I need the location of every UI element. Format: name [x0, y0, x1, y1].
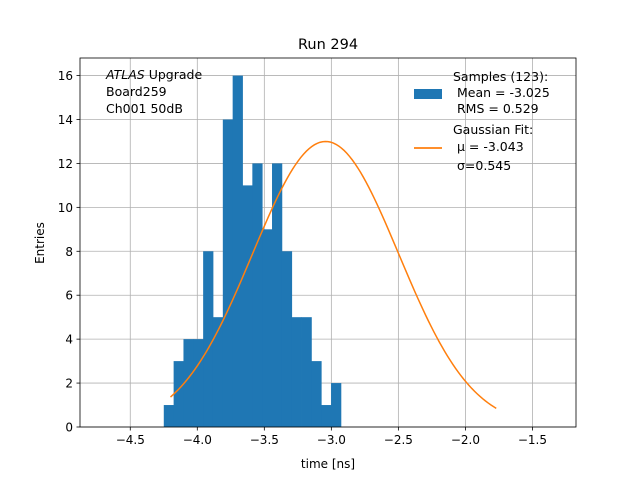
legend-samples-mean: Mean = -3.025 [457, 85, 550, 100]
legend-fit-sigma: σ=0.545 [457, 158, 511, 173]
y-tick-label: 14 [58, 113, 73, 127]
x-tick-label: −1.5 [518, 433, 547, 447]
histogram-bar [203, 251, 214, 427]
chart-title: Run 294 [298, 37, 358, 53]
histogram-bar [272, 163, 283, 427]
annotation-upgrade: Upgrade [149, 67, 203, 82]
legend-fit-title: Gaussian Fit: [453, 122, 533, 137]
x-tick-label: −3.0 [317, 433, 346, 447]
histogram-bar [311, 361, 322, 427]
histogram-bar [331, 383, 342, 427]
histogram-bar [242, 185, 253, 427]
atlas-annotation: ATLAS Upgrade Board259 Ch001 50dB [105, 67, 202, 116]
x-tick-label: −2.5 [384, 433, 413, 447]
y-tick-label: 16 [58, 69, 73, 83]
y-tick-label: 2 [65, 377, 73, 391]
annotation-channel: Ch001 50dB [106, 101, 183, 116]
y-tick-label: 10 [58, 201, 73, 215]
plot-frame [79, 57, 577, 428]
histogram-bar [262, 229, 273, 427]
legend-fit-mu: μ = -3.043 [457, 139, 524, 154]
y-tick-label: 4 [65, 333, 73, 347]
legend: Samples (123): Mean = -3.025 RMS = 0.529… [414, 69, 550, 173]
histogram-bar [301, 317, 312, 427]
histogram-bar [193, 339, 204, 427]
x-axis-label: time [ns] [301, 457, 355, 471]
histogram-bar [222, 119, 234, 427]
histogram-bar [173, 361, 184, 427]
annotation-line-1: ATLAS Upgrade [105, 67, 202, 82]
histogram-bar [321, 405, 332, 427]
histogram-bar [281, 251, 293, 427]
annotation-board: Board259 [106, 84, 167, 99]
x-tick-label: −3.5 [250, 433, 279, 447]
y-tick-label: 6 [65, 289, 73, 303]
y-axis-label: Entries [33, 222, 47, 264]
x-axis-ticks: −4.5 −4.0 −3.5 −3.0 −2.5 −2.0 −1.5 [116, 427, 547, 447]
x-tick-label: −2.0 [451, 433, 480, 447]
histogram-bar [291, 317, 302, 427]
legend-samples-title: Samples (123): [453, 69, 548, 84]
histogram-bar [183, 339, 194, 427]
y-tick-label: 12 [58, 157, 73, 171]
legend-samples-rms: RMS = 0.529 [457, 101, 539, 116]
gaussian-fit-line [169, 140, 497, 409]
histogram-bar [252, 163, 263, 427]
histogram-bar [212, 317, 224, 427]
x-tick-label: −4.0 [183, 433, 212, 447]
histogram-bar [163, 405, 175, 427]
y-tick-label: 0 [65, 421, 73, 435]
legend-samples-swatch [414, 89, 442, 99]
x-tick-label: −4.5 [116, 433, 145, 447]
histogram-bar [232, 75, 243, 428]
y-axis-ticks: 0 2 4 6 8 10 12 14 16 [58, 69, 80, 435]
histogram-bars [163, 75, 342, 428]
annotation-atlas: ATLAS [105, 67, 145, 82]
y-tick-label: 8 [65, 245, 73, 259]
